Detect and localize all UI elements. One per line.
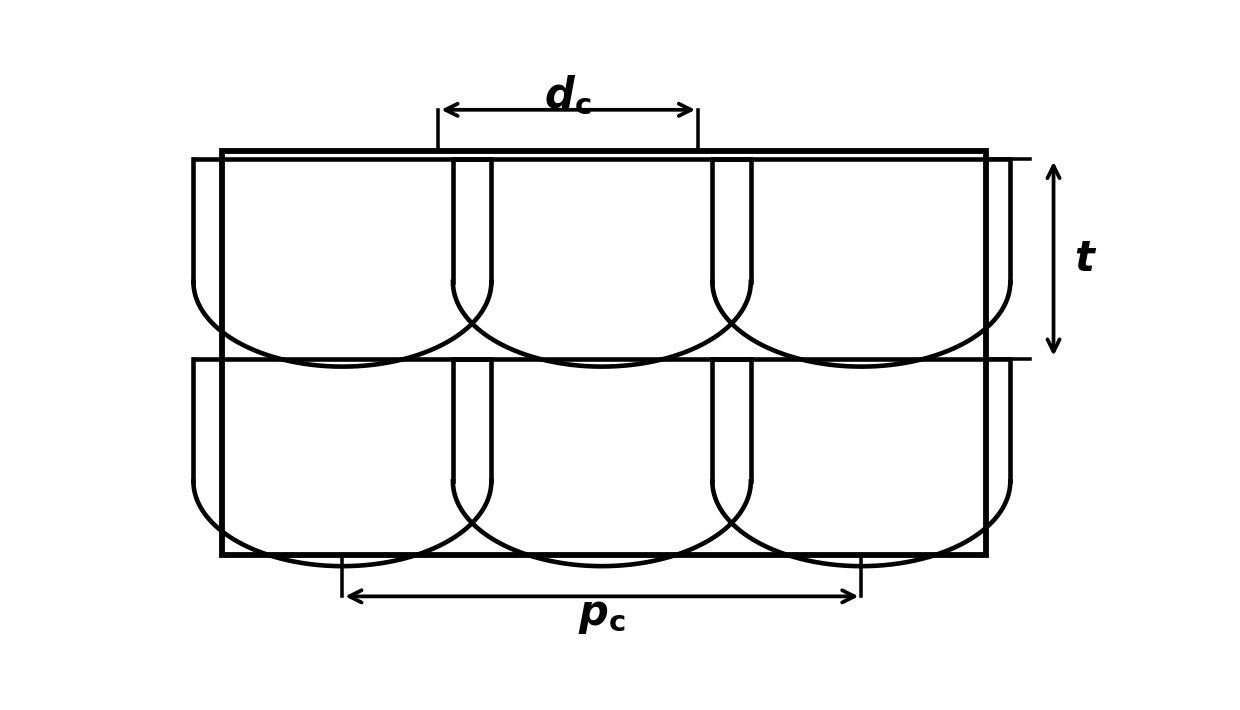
- Bar: [222, 151, 986, 555]
- Text: $\bfit{p}_\mathbf{c}$: $\bfit{p}_\mathbf{c}$: [578, 594, 626, 636]
- Text: $\bfit{t}$: $\bfit{t}$: [1074, 238, 1097, 280]
- Text: $\bfit{d}_\mathbf{c}$: $\bfit{d}_\mathbf{c}$: [544, 73, 591, 116]
